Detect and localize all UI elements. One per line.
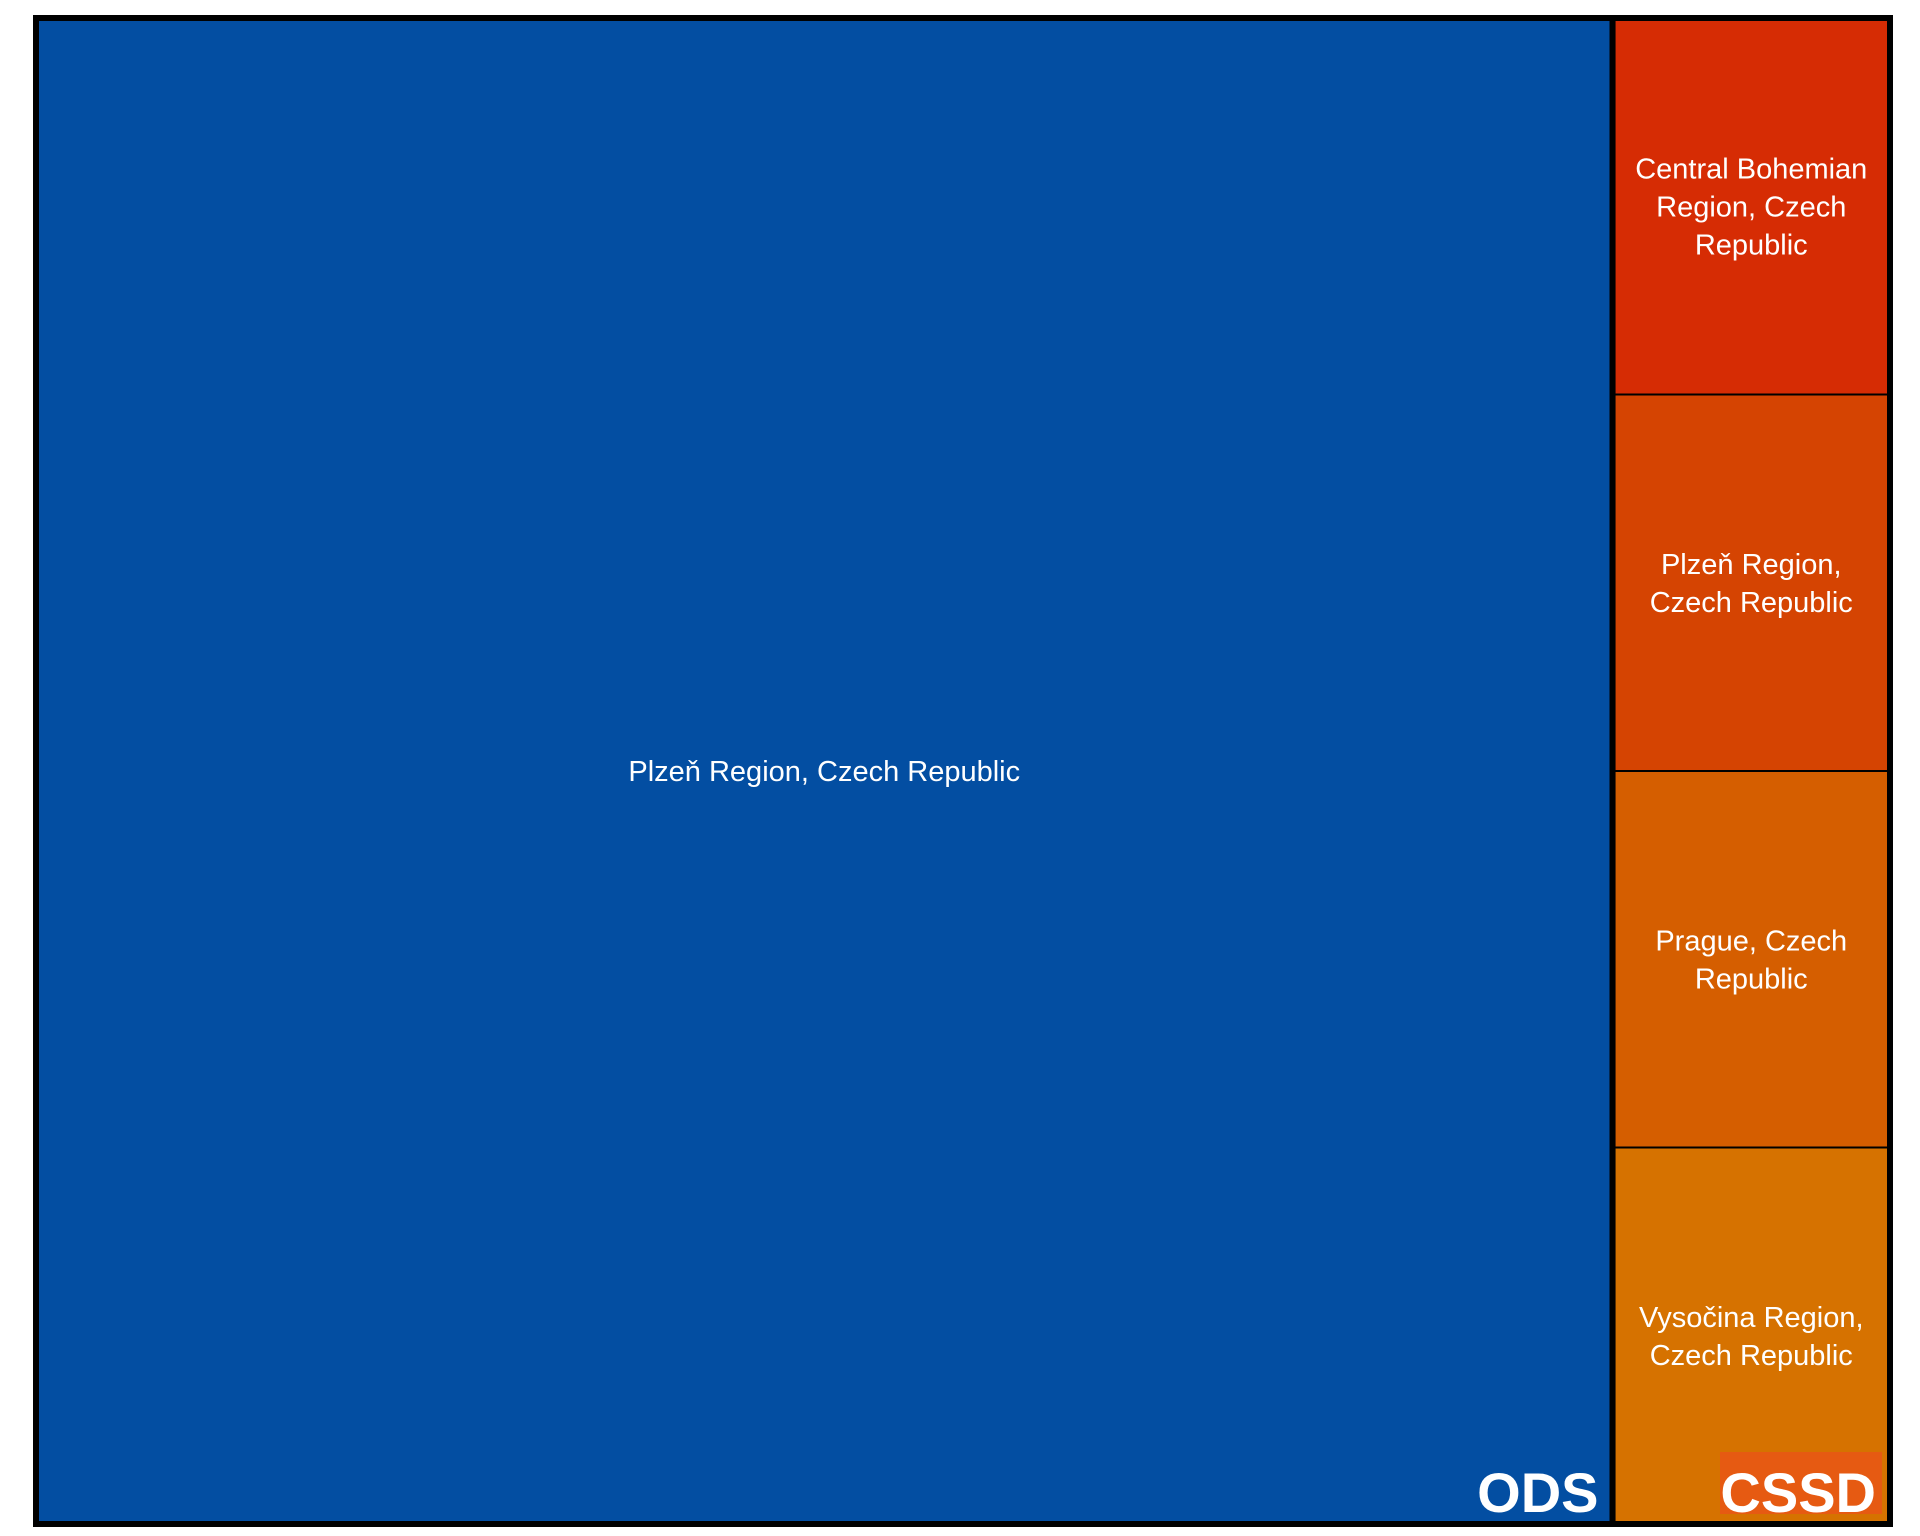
treemap-cell bbox=[1611, 770, 1892, 1149]
cell-label: Central Bohemian Region, Czech Republic bbox=[1635, 153, 1867, 261]
cell-label: Vysočina Region, Czech Republic bbox=[1639, 1302, 1864, 1372]
cell-label: Prague, Czech Republic bbox=[1655, 925, 1847, 995]
group-label: CSSD bbox=[1720, 1461, 1876, 1524]
treemap-cell bbox=[1611, 17, 1892, 396]
cell-label: Plzeň Region, Czech Republic bbox=[1650, 549, 1853, 619]
group-label-background bbox=[1720, 1452, 1882, 1514]
group-border bbox=[1609, 15, 1894, 1527]
treemap-cell bbox=[1611, 393, 1892, 772]
treemap-cell bbox=[35, 17, 1614, 1525]
cell-label: Plzeň Region, Czech Republic bbox=[628, 756, 1020, 788]
group-label: ODS bbox=[1477, 1461, 1598, 1524]
